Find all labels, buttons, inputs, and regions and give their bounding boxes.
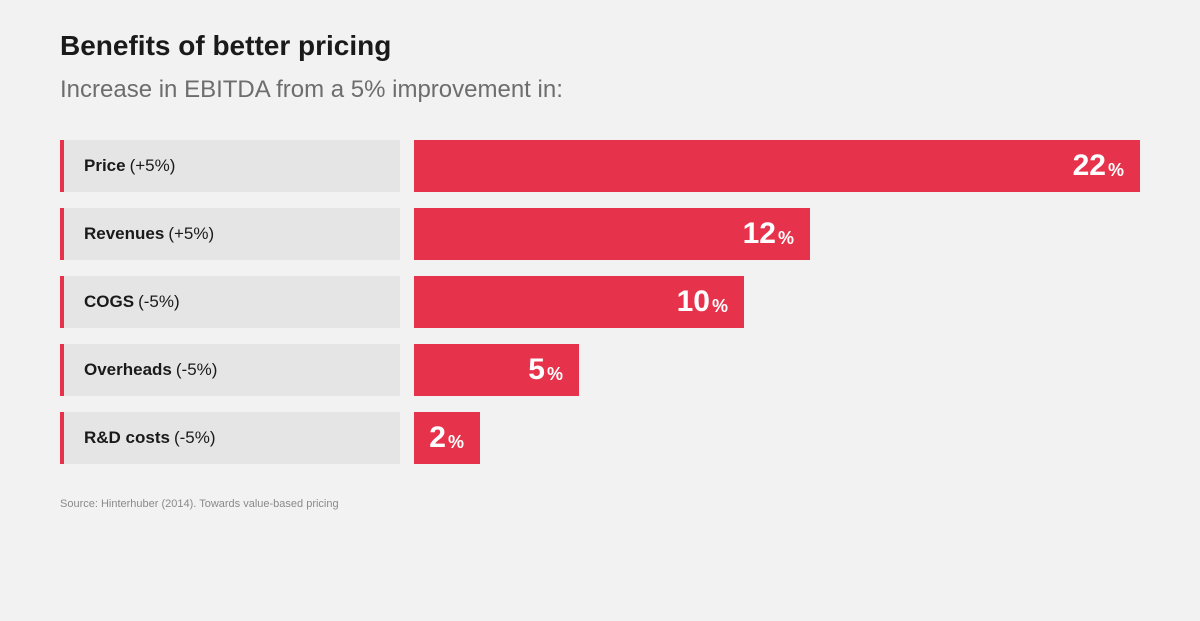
- row-label: COGS (-5%): [60, 276, 400, 328]
- bar-area: 2%: [414, 412, 1140, 464]
- row-label-delta: (+5%): [130, 156, 176, 176]
- row-label-main: COGS: [84, 292, 134, 312]
- chart-subtitle: Increase in EBITDA from a 5% improvement…: [60, 76, 1140, 104]
- percent-sign: %: [778, 229, 794, 247]
- percent-sign: %: [712, 297, 728, 315]
- row-label-delta: (+5%): [168, 224, 214, 244]
- bar-area: 12%: [414, 208, 1140, 260]
- bar-value: 5: [528, 355, 545, 385]
- row-label: Price (+5%): [60, 140, 400, 192]
- bar-value: 22: [1073, 151, 1106, 181]
- percent-sign: %: [448, 433, 464, 451]
- bar: 10%: [414, 276, 744, 328]
- row-label-main: Overheads: [84, 360, 172, 380]
- bar: 2%: [414, 412, 480, 464]
- row-label-main: Revenues: [84, 224, 164, 244]
- bar-value: 2: [429, 423, 446, 453]
- bar: 12%: [414, 208, 810, 260]
- bar: 5%: [414, 344, 579, 396]
- chart-row: Revenues (+5%) 12%: [60, 208, 1140, 260]
- chart-row: R&D costs (-5%) 2%: [60, 412, 1140, 464]
- chart-source: Source: Hinterhuber (2014). Towards valu…: [60, 498, 1140, 510]
- chart-row: Overheads (-5%) 5%: [60, 344, 1140, 396]
- row-label-delta: (-5%): [176, 360, 218, 380]
- bar-value: 10: [677, 287, 710, 317]
- row-label-delta: (-5%): [174, 428, 216, 448]
- chart-row: Price (+5%) 22%: [60, 140, 1140, 192]
- bar-area: 5%: [414, 344, 1140, 396]
- bar-area: 22%: [414, 140, 1140, 192]
- row-label-main: Price: [84, 156, 126, 176]
- row-label-delta: (-5%): [138, 292, 180, 312]
- chart-title: Benefits of better pricing: [60, 30, 1140, 62]
- row-label: R&D costs (-5%): [60, 412, 400, 464]
- chart-row: COGS (-5%) 10%: [60, 276, 1140, 328]
- row-label: Revenues (+5%): [60, 208, 400, 260]
- row-label: Overheads (-5%): [60, 344, 400, 396]
- bar-chart: Price (+5%)22%Revenues (+5%)12%COGS (-5%…: [60, 140, 1140, 464]
- percent-sign: %: [547, 365, 563, 383]
- bar: 22%: [414, 140, 1140, 192]
- bar-value: 12: [743, 219, 776, 249]
- row-label-main: R&D costs: [84, 428, 170, 448]
- bar-area: 10%: [414, 276, 1140, 328]
- percent-sign: %: [1108, 161, 1124, 179]
